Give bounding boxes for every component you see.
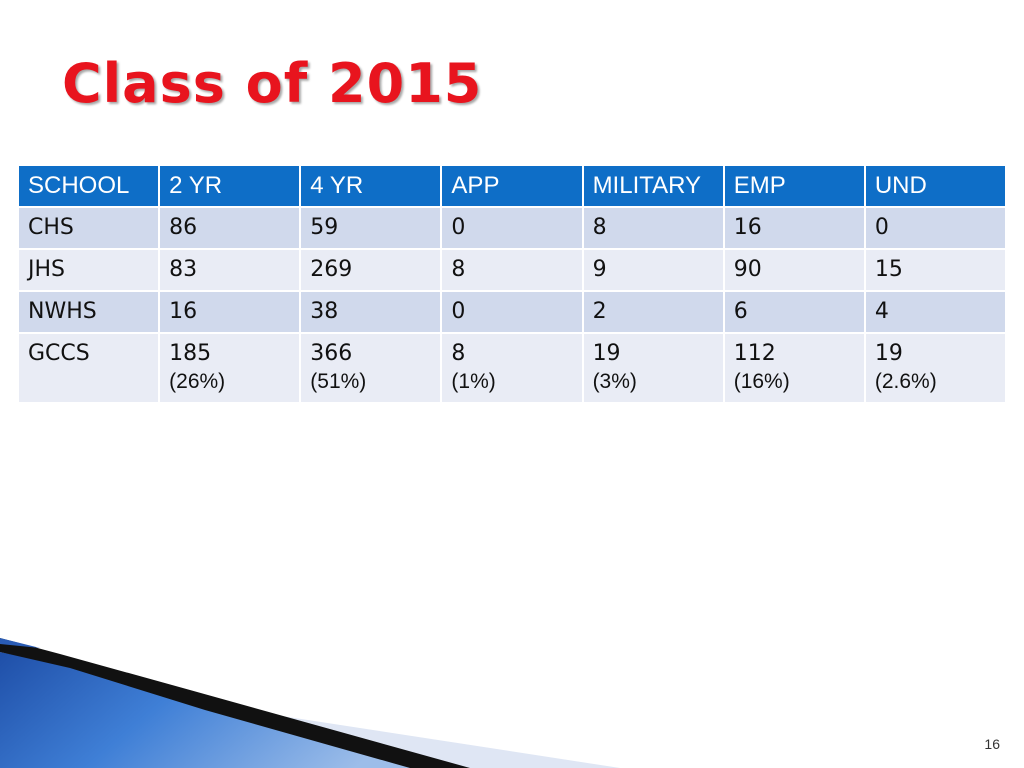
corner-swoosh-decoration: [0, 638, 620, 768]
value: 366: [310, 341, 353, 366]
table-header-row: SCHOOL 2 YR 4 YR APP MILITARY EMP UND: [19, 166, 1005, 206]
value: 19: [874, 341, 903, 366]
value: 8: [451, 341, 466, 366]
cell-app: 0: [442, 292, 582, 332]
cell-4yr: 366 (51%): [301, 334, 441, 402]
cell-2yr: 83: [160, 250, 300, 290]
cell-und: 0: [865, 208, 1005, 248]
graduation-table: SCHOOL 2 YR 4 YR APP MILITARY EMP UND CH…: [17, 164, 1007, 404]
cell-school: JHS: [19, 250, 159, 290]
table-row: JHS 83 269 8 9 90 15: [19, 250, 1005, 290]
cell-4yr: 59: [301, 208, 441, 248]
percent: (1%): [451, 370, 496, 393]
value: 112: [733, 341, 776, 366]
cell-emp: 16: [724, 208, 864, 248]
value: 185: [169, 341, 212, 366]
cell-school: GCCS: [19, 334, 159, 402]
cell-emp: 90: [724, 250, 864, 290]
cell-4yr: 38: [301, 292, 441, 332]
percent: (26%): [169, 370, 226, 393]
slide-title: Class of 2015: [62, 52, 483, 115]
cell-und: 4: [865, 292, 1005, 332]
cell-app: 0: [442, 208, 582, 248]
cell-military: 19 (3%): [583, 334, 723, 402]
cell-emp: 112 (16%): [724, 334, 864, 402]
cell-app: 8 (1%): [442, 334, 582, 402]
cell-2yr: 86: [160, 208, 300, 248]
table-row: CHS 86 59 0 8 16 0: [19, 208, 1005, 248]
cell-military: 9: [583, 250, 723, 290]
cell-school: CHS: [19, 208, 159, 248]
cell-und: 15: [865, 250, 1005, 290]
percent: (3%): [592, 370, 637, 393]
cell-military: 2: [583, 292, 723, 332]
header-app: APP: [442, 166, 582, 206]
cell-4yr: 269: [301, 250, 441, 290]
cell-school: NWHS: [19, 292, 159, 332]
header-4yr: 4 YR: [301, 166, 441, 206]
header-emp: EMP: [724, 166, 864, 206]
header-und: UND: [865, 166, 1005, 206]
value: 19: [592, 341, 621, 366]
cell-military: 8: [583, 208, 723, 248]
cell-app: 8: [442, 250, 582, 290]
page-number: 16: [984, 736, 1000, 752]
percent: (2.6%): [874, 370, 937, 393]
header-school: SCHOOL: [19, 166, 159, 206]
table-row: NWHS 16 38 0 2 6 4: [19, 292, 1005, 332]
cell-emp: 6: [724, 292, 864, 332]
header-military: MILITARY: [583, 166, 723, 206]
cell-2yr: 16: [160, 292, 300, 332]
percent: (51%): [310, 370, 367, 393]
table-row-total: GCCS 185 (26%) 366 (51%) 8 (1%) 19 (3%) 112 (…: [19, 334, 1005, 402]
percent: (16%): [733, 370, 790, 393]
cell-und: 19 (2.6%): [865, 334, 1005, 402]
cell-2yr: 185 (26%): [160, 334, 300, 402]
header-2yr: 2 YR: [160, 166, 300, 206]
